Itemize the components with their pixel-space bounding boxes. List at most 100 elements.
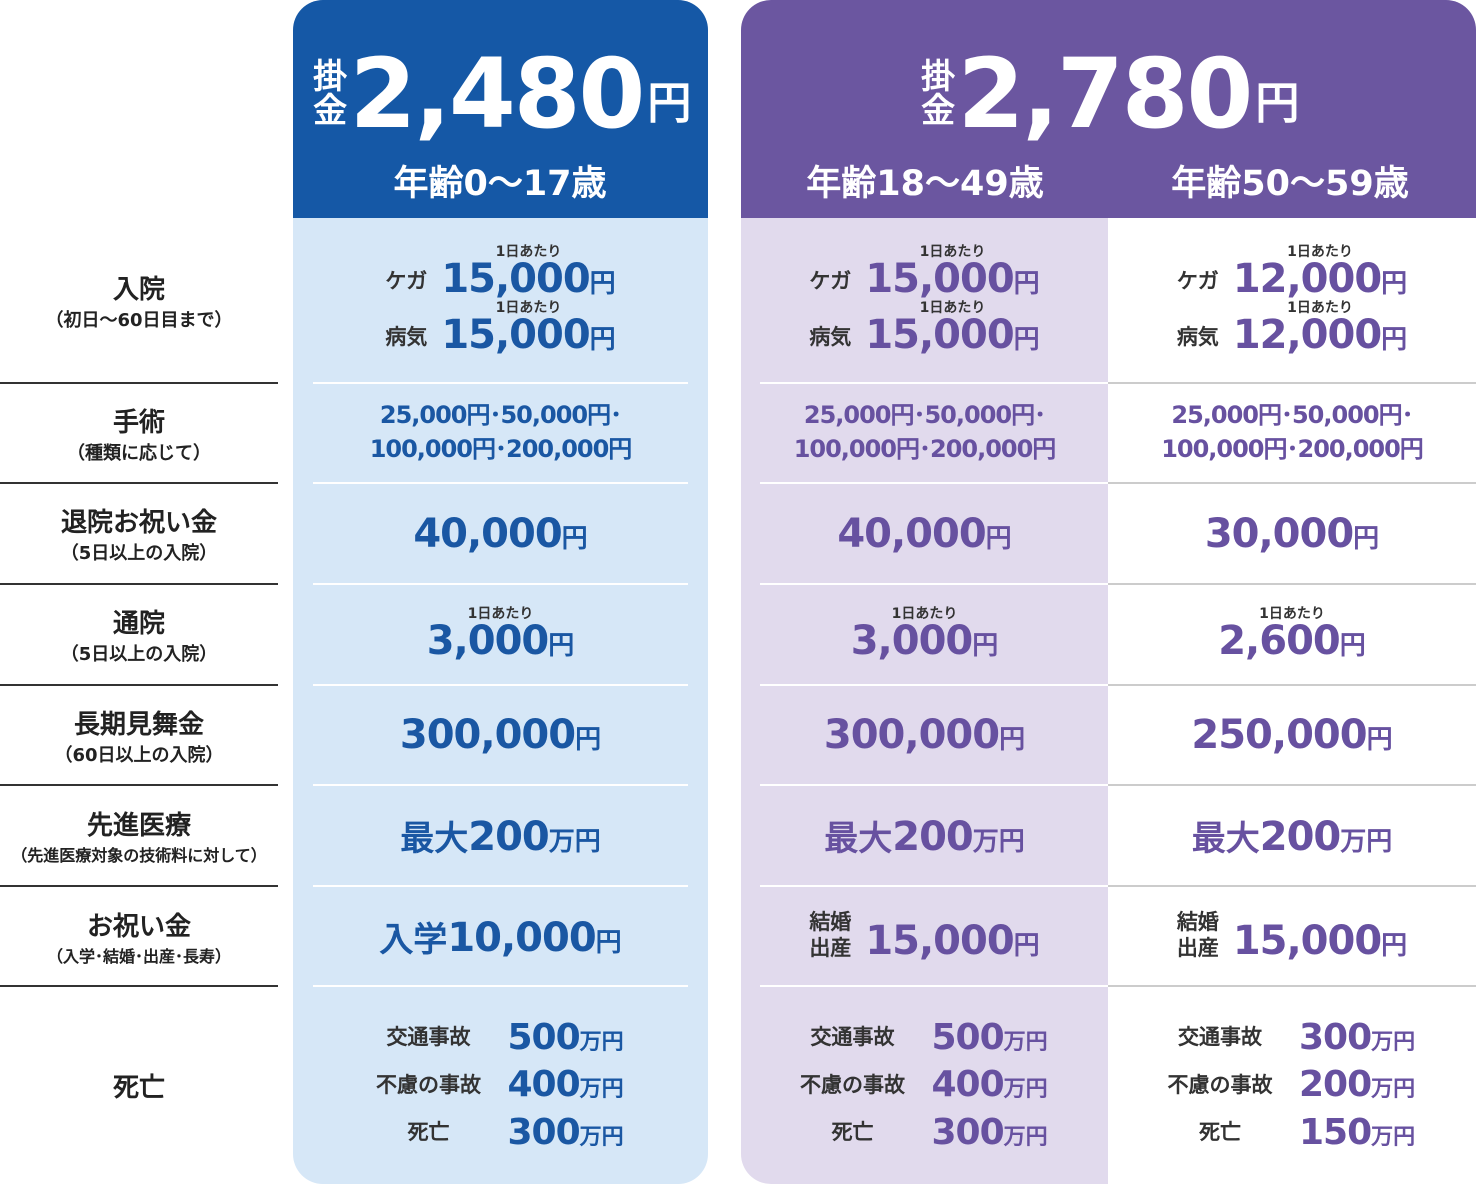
divider	[0, 382, 278, 384]
item-label: 死亡	[1199, 1120, 1241, 1145]
premium-unit: 円	[1255, 78, 1300, 129]
amount-line: 40,000 円	[837, 512, 1011, 556]
amount: 200	[1299, 1064, 1372, 1106]
amount-group: 200 万円	[1299, 1065, 1429, 1105]
cell-item: 交通事故 500 万円	[364, 1018, 638, 1058]
divider	[0, 784, 278, 786]
cell-item: 不慮の事故 400 万円	[788, 1065, 1062, 1105]
row-label: 長期見舞金	[73, 709, 204, 740]
cell-item: 結婚 出産 15,000 円	[809, 909, 1039, 964]
amount-line: 300 万円	[932, 1113, 1048, 1153]
cell: 1日あたり 2,600 円	[1108, 584, 1476, 685]
cell-item: 300,000 円	[400, 713, 601, 757]
amount-line: 入学 10,000 円	[379, 912, 621, 961]
row-header: 死亡	[0, 986, 278, 1184]
amount: 15,000	[1232, 918, 1382, 965]
amount-line: 30,000 円	[1205, 512, 1379, 556]
cell-text: 25,000円･50,000円･	[1171, 401, 1413, 430]
cell-item: 結婚 出産 15,000 円	[1177, 909, 1407, 964]
cell-item: 不慮の事故 400 万円	[364, 1065, 638, 1105]
item-label: 病気	[809, 324, 852, 349]
cell: ケガ 1日あたり 15,000 円病気 1日あたり 15,000 円	[741, 218, 1108, 383]
item-label-line: 結婚	[809, 909, 852, 934]
amount-unit: 円	[1381, 268, 1408, 299]
amount-unit: 万円	[1003, 1124, 1048, 1150]
amount-unit: 円	[561, 523, 588, 554]
row-header: お祝い金 （入学･結婚･出産･長寿）	[0, 886, 278, 986]
row-header: 通院 （5日以上の入院）	[0, 584, 278, 685]
divider	[760, 482, 1108, 484]
amount-prefix: 最大	[824, 819, 893, 859]
amount: 200	[468, 814, 549, 860]
premium-amount: 2,780	[957, 38, 1254, 150]
amount-unit: 万円	[1371, 1029, 1416, 1055]
amount-group: 40,000 円	[413, 512, 587, 556]
item-label: ケガ	[809, 268, 852, 293]
row-label: 入院	[112, 275, 165, 305]
amount-group: 1日あたり 15,000 円	[441, 245, 615, 301]
amount: 500	[507, 1016, 581, 1058]
amount: 30,000	[1204, 510, 1354, 557]
item-label: 不慮の事故	[376, 1072, 481, 1097]
amount: 3,000	[426, 617, 550, 664]
item-label: ケガ	[385, 268, 428, 293]
amount-group: 250,000 円	[1191, 713, 1392, 757]
divider	[760, 583, 1108, 585]
amount-group: 1日あたり 12,000 円	[1233, 301, 1407, 357]
amount-line: 15,000 円	[1233, 919, 1407, 963]
divider	[0, 684, 278, 686]
divider	[0, 985, 278, 987]
item-label: 不慮の事故	[1167, 1072, 1273, 1097]
cell-item: ケガ 1日あたり 12,000 円	[1177, 245, 1407, 301]
amount: 500	[931, 1016, 1005, 1058]
cell: 交通事故 500 万円 不慮の事故 400 万円 死亡 300 万円	[741, 986, 1108, 1184]
amount-unit: 円	[1381, 931, 1408, 962]
amount-unit: 円	[1013, 931, 1040, 962]
amount-group: 300,000 円	[824, 713, 1025, 757]
amount-group: 1日あたり 15,000 円	[441, 301, 615, 357]
cell-item: 1日あたり 2,600 円	[1218, 607, 1366, 663]
cell-text: 100,000円･200,000円	[793, 435, 1057, 463]
cell-item: 最大 200 万円	[1192, 811, 1393, 860]
plan-body	[293, 218, 708, 1184]
divider	[760, 684, 1108, 686]
amount-line: 200 万円	[1299, 1065, 1415, 1105]
amount-line: 300,000 円	[400, 713, 601, 757]
divider	[1108, 784, 1476, 786]
divider	[313, 985, 688, 987]
amount: 10,000	[447, 914, 596, 961]
cell-item: 病気 1日あたり 15,000 円	[385, 301, 615, 357]
cell: 結婚 出産 15,000 円	[1108, 886, 1476, 986]
amount: 300	[931, 1111, 1005, 1153]
amount-group: 1日あたり 3,000 円	[851, 607, 999, 663]
premium: 掛金 2,480 円	[293, 22, 708, 142]
divider	[1108, 583, 1476, 585]
per-day-note: 1日あたり	[1259, 605, 1325, 622]
divider	[760, 885, 1108, 887]
amount-unit: 円	[1353, 523, 1380, 554]
cell-item: ケガ 1日あたり 15,000 円	[385, 245, 615, 301]
amount-unit: 円	[548, 630, 575, 661]
row-sublabel: （5日以上の入院）	[60, 644, 218, 665]
cell-item: 死亡 300 万円	[364, 1113, 638, 1153]
amount: 300	[1299, 1016, 1372, 1058]
plan-body	[741, 218, 1108, 1184]
amount-group: 300 万円	[508, 1113, 638, 1153]
cell: 40,000 円	[741, 483, 1108, 584]
row-label: 死亡	[112, 1072, 165, 1103]
amount-unit: 万円	[548, 827, 601, 857]
amount-group: 1日あたり 15,000 円	[865, 301, 1039, 357]
item-label-line: 結婚	[1176, 909, 1219, 934]
cell: 30,000 円	[1108, 483, 1476, 584]
item-label: 交通事故	[810, 1025, 895, 1050]
item-label: 交通事故	[1178, 1025, 1262, 1050]
divider	[1108, 382, 1476, 384]
amount-unit: 円	[1013, 268, 1040, 299]
divider	[760, 784, 1108, 786]
amount-group: 1日あたり 15,000 円	[865, 245, 1039, 301]
row-label: お祝い金	[86, 911, 191, 942]
cell-item: ケガ 1日あたり 15,000 円	[809, 245, 1039, 301]
amount-group: 150 万円	[1299, 1113, 1429, 1153]
cell: 交通事故 300 万円不慮の事故 200 万円死亡 150 万円	[1108, 986, 1476, 1184]
item-label-line: 出産	[809, 936, 852, 960]
